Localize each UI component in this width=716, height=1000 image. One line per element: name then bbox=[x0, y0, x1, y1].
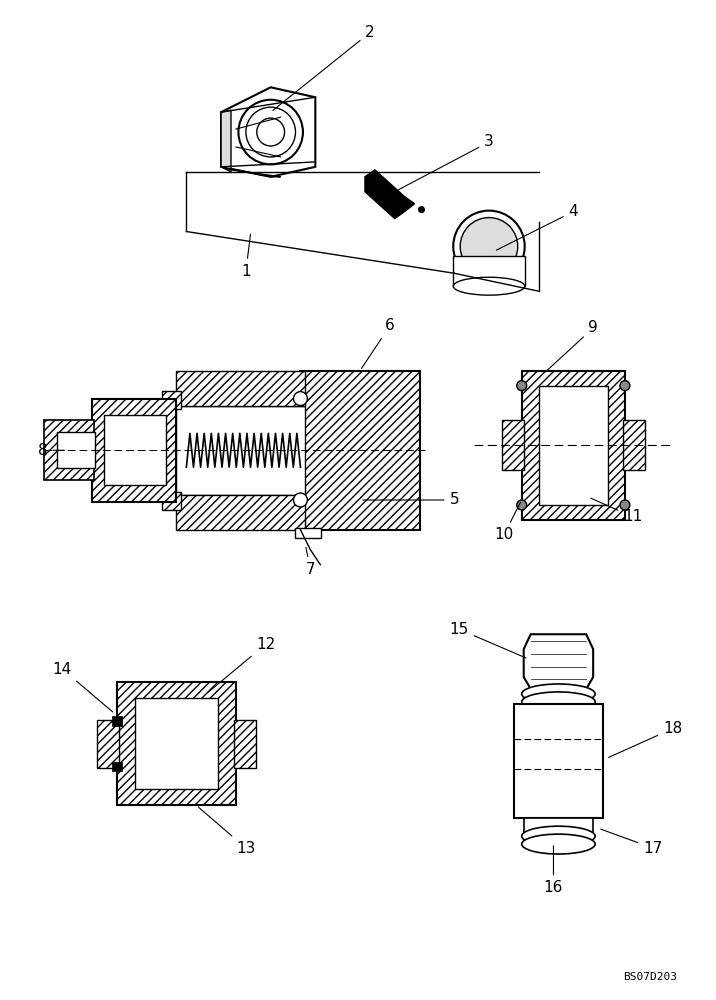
Ellipse shape bbox=[620, 381, 630, 391]
Bar bbox=[44, 420, 94, 480]
Bar bbox=[92, 399, 176, 502]
Bar bbox=[57, 432, 95, 468]
Ellipse shape bbox=[453, 277, 525, 295]
Ellipse shape bbox=[419, 207, 425, 213]
Bar bbox=[162, 492, 181, 510]
Ellipse shape bbox=[620, 500, 630, 510]
Text: 1: 1 bbox=[241, 234, 251, 279]
Polygon shape bbox=[365, 170, 415, 219]
Ellipse shape bbox=[246, 107, 296, 157]
Polygon shape bbox=[453, 256, 525, 286]
Text: 16: 16 bbox=[543, 846, 563, 895]
Text: 15: 15 bbox=[450, 622, 526, 658]
Ellipse shape bbox=[522, 684, 595, 704]
Ellipse shape bbox=[522, 692, 595, 712]
Ellipse shape bbox=[294, 493, 307, 507]
Bar bbox=[176, 371, 306, 406]
Polygon shape bbox=[523, 634, 593, 689]
Bar bbox=[97, 720, 119, 768]
Bar bbox=[514, 704, 603, 818]
Bar bbox=[301, 371, 420, 530]
Text: 3: 3 bbox=[397, 134, 494, 190]
Bar bbox=[538, 386, 608, 505]
Bar bbox=[135, 698, 218, 789]
Text: 13: 13 bbox=[198, 807, 256, 856]
Text: 14: 14 bbox=[53, 662, 113, 712]
Text: 17: 17 bbox=[601, 829, 662, 856]
Text: 6: 6 bbox=[362, 318, 395, 368]
Ellipse shape bbox=[517, 381, 527, 391]
Text: 5: 5 bbox=[363, 492, 459, 508]
Bar bbox=[162, 391, 181, 409]
Bar bbox=[296, 528, 321, 538]
Bar bbox=[234, 720, 256, 768]
Bar bbox=[522, 371, 625, 520]
Bar bbox=[502, 420, 523, 470]
Bar bbox=[176, 495, 306, 530]
Ellipse shape bbox=[453, 211, 525, 282]
Polygon shape bbox=[221, 167, 281, 177]
Bar bbox=[623, 420, 644, 470]
Text: 11: 11 bbox=[591, 498, 642, 524]
Text: 12: 12 bbox=[208, 637, 276, 692]
Ellipse shape bbox=[517, 500, 527, 510]
Bar bbox=[176, 406, 306, 495]
Ellipse shape bbox=[257, 118, 284, 146]
Bar bbox=[523, 818, 593, 836]
Text: 18: 18 bbox=[609, 721, 682, 757]
Text: 2: 2 bbox=[273, 25, 374, 110]
Ellipse shape bbox=[460, 218, 518, 275]
Text: 9: 9 bbox=[546, 320, 598, 372]
Ellipse shape bbox=[294, 392, 307, 406]
Text: 7: 7 bbox=[306, 547, 315, 577]
Bar bbox=[117, 682, 236, 805]
Bar bbox=[104, 415, 165, 485]
Bar bbox=[112, 716, 122, 726]
Text: 4: 4 bbox=[496, 204, 578, 250]
Ellipse shape bbox=[522, 826, 595, 846]
Ellipse shape bbox=[522, 834, 595, 854]
Polygon shape bbox=[221, 110, 231, 172]
Ellipse shape bbox=[238, 100, 303, 164]
Text: BS07D203: BS07D203 bbox=[624, 972, 677, 982]
Polygon shape bbox=[221, 87, 315, 177]
Text: 8: 8 bbox=[38, 443, 64, 458]
Text: 10: 10 bbox=[494, 502, 521, 542]
Bar bbox=[112, 762, 122, 771]
